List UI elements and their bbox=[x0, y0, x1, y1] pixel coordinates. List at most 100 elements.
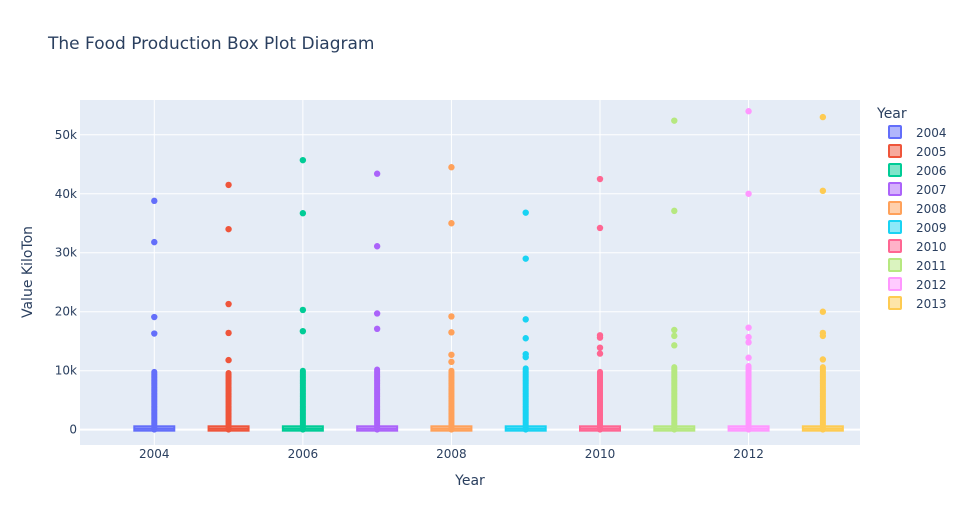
legend-label: 2007 bbox=[916, 183, 947, 197]
outlier-point bbox=[819, 356, 827, 363]
legend-item-2005[interactable]: 2005 bbox=[888, 144, 947, 159]
legend-item-2008[interactable]: 2008 bbox=[888, 201, 947, 216]
data-point bbox=[151, 368, 158, 375]
legend-swatch bbox=[888, 201, 902, 215]
series-2011 bbox=[653, 117, 696, 433]
x-axis: 2004 2006 2008 2010 2012 bbox=[139, 447, 764, 461]
legend-item-2012[interactable]: 2012 bbox=[888, 277, 947, 292]
y-axis: 0 10k 20k 30k 40k 50k bbox=[55, 128, 77, 437]
outlier-point bbox=[151, 197, 158, 205]
series-2013 bbox=[801, 113, 844, 433]
legend-swatch bbox=[888, 258, 902, 272]
outlier-point bbox=[448, 358, 455, 366]
plot-background bbox=[80, 100, 860, 445]
legend-swatch bbox=[888, 220, 902, 234]
outlier-point bbox=[225, 356, 232, 364]
legend-item-2004[interactable]: 2004 bbox=[888, 125, 947, 140]
legend-label: 2009 bbox=[916, 221, 947, 235]
legend-item-2006[interactable]: 2006 bbox=[888, 163, 947, 178]
legend-label: 2005 bbox=[916, 145, 947, 159]
outlier-point bbox=[225, 181, 232, 189]
outlier-point bbox=[671, 117, 678, 124]
series-2010 bbox=[579, 175, 621, 433]
outlier-point bbox=[299, 327, 307, 335]
outlier-point bbox=[151, 238, 158, 246]
outlier-point bbox=[522, 209, 529, 216]
outlier-point bbox=[819, 187, 827, 195]
outlier-point bbox=[522, 316, 529, 323]
outlier-point bbox=[448, 313, 455, 320]
series-2012 bbox=[727, 108, 770, 433]
legend-label: 2004 bbox=[916, 126, 947, 140]
data-point bbox=[671, 364, 678, 371]
outlier-point bbox=[671, 342, 678, 349]
outlier-point bbox=[671, 332, 678, 340]
outlier-point bbox=[299, 156, 307, 164]
legend-label: 2012 bbox=[916, 278, 947, 292]
series-2006 bbox=[281, 156, 324, 433]
legend-swatch bbox=[888, 239, 902, 253]
x-tick-label: 2010 bbox=[585, 447, 616, 461]
outlier-point bbox=[373, 170, 381, 177]
outlier-point bbox=[596, 175, 604, 183]
outlier-point bbox=[745, 108, 752, 115]
legend-item-2010[interactable]: 2010 bbox=[888, 239, 947, 254]
x-tick-label: 2006 bbox=[288, 447, 319, 461]
y-tick-label: 30k bbox=[55, 246, 77, 260]
legend-swatch bbox=[888, 125, 902, 139]
legend-swatch bbox=[888, 277, 902, 291]
data-point bbox=[374, 366, 381, 373]
outlier-point bbox=[151, 330, 158, 337]
y-tick-label: 0 bbox=[69, 423, 77, 437]
series-group bbox=[133, 108, 844, 433]
legend-item-2011[interactable]: 2011 bbox=[888, 258, 947, 273]
outlier-point bbox=[671, 326, 678, 334]
outlier-point bbox=[745, 190, 752, 197]
x-tick-label: 2004 bbox=[139, 447, 170, 461]
legend-label: 2011 bbox=[916, 259, 947, 273]
outlier-point bbox=[373, 243, 381, 250]
outlier-point bbox=[299, 306, 307, 314]
legend-item-2013[interactable]: 2013 bbox=[888, 296, 947, 311]
outlier-point bbox=[299, 210, 307, 217]
legend-label: 2013 bbox=[916, 297, 947, 311]
legend-item-2009[interactable]: 2009 bbox=[888, 220, 947, 235]
data-point bbox=[299, 367, 306, 374]
legend-item-2007[interactable]: 2007 bbox=[888, 182, 947, 197]
outlier-point bbox=[448, 220, 455, 227]
outlier-point bbox=[373, 325, 381, 333]
outlier-point bbox=[596, 350, 604, 357]
y-tick-label: 50k bbox=[55, 128, 77, 142]
series-2005 bbox=[207, 181, 250, 433]
outlier-point bbox=[225, 300, 232, 308]
outlier-point bbox=[819, 332, 827, 340]
data-point bbox=[597, 368, 603, 375]
data-point bbox=[448, 367, 455, 374]
outlier-point bbox=[819, 308, 827, 315]
outlier-point bbox=[596, 334, 604, 341]
outlier-point bbox=[448, 164, 455, 171]
y-tick-label: 10k bbox=[55, 364, 77, 378]
outlier-point bbox=[596, 224, 604, 232]
outlier-point bbox=[225, 329, 232, 337]
outlier-point bbox=[151, 313, 158, 321]
series-2008 bbox=[430, 164, 473, 433]
data-point bbox=[745, 362, 752, 369]
data-point bbox=[225, 370, 232, 377]
outlier-point bbox=[745, 354, 752, 361]
outlier-point bbox=[745, 339, 752, 346]
legend[interactable]: Year 2004 2005 2006 2007 2008 2009 2010 2011 201… bbox=[876, 106, 947, 311]
x-tick-label: 2008 bbox=[436, 447, 467, 461]
legend-swatch bbox=[888, 163, 902, 177]
x-tick-label: 2012 bbox=[733, 447, 764, 461]
outlier-point bbox=[745, 333, 752, 341]
y-tick-label: 20k bbox=[55, 305, 77, 319]
legend-swatch bbox=[888, 144, 902, 158]
chart-title: The Food Production Box Plot Diagram bbox=[48, 34, 375, 54]
outlier-point bbox=[745, 324, 752, 331]
legend-swatch bbox=[888, 182, 902, 196]
outlier-point bbox=[448, 351, 455, 358]
outlier-point bbox=[225, 225, 232, 233]
